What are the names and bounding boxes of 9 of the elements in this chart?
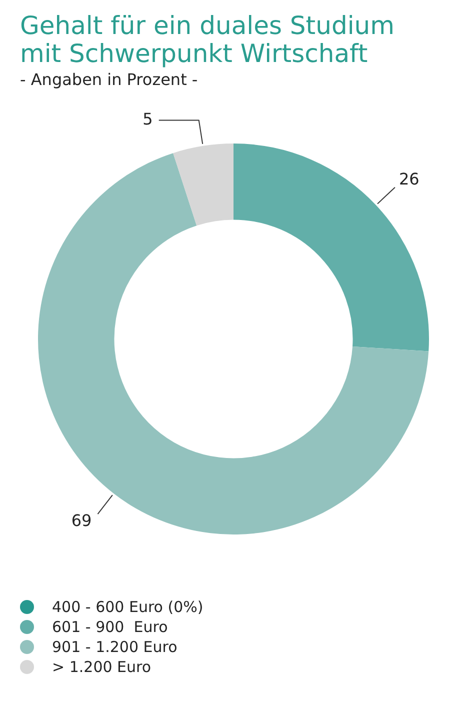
chart-title: Gehalt für ein duales Studium mit Schwerpunkt Wirtschaft xyxy=(20,11,396,68)
legend-label: 400 - 600 Euro (0%) xyxy=(52,598,204,616)
data-label: 26 xyxy=(398,170,420,189)
data-label: 5 xyxy=(142,109,153,128)
legend-label: 601 - 900 Euro xyxy=(52,618,168,636)
chart-subtitle: - Angaben in Prozent - xyxy=(20,70,199,89)
legend-label: > 1.200 Euro xyxy=(52,658,152,676)
data-label: 69 xyxy=(71,511,92,530)
legend-label: 901 - 1.200 Euro xyxy=(52,638,178,656)
